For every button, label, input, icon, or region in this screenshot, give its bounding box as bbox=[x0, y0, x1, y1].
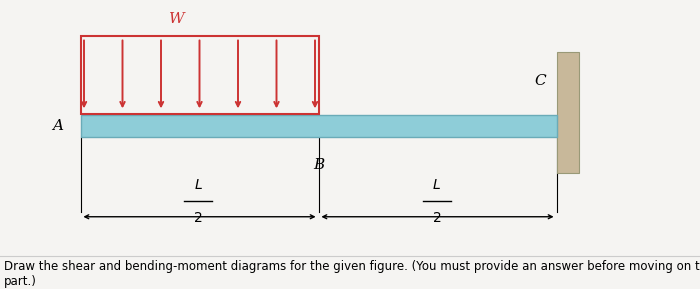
Text: A: A bbox=[52, 119, 64, 133]
Text: $L$: $L$ bbox=[433, 178, 441, 192]
Bar bbox=[556, 52, 579, 173]
Text: W: W bbox=[169, 12, 184, 26]
Text: $2$: $2$ bbox=[432, 211, 442, 225]
Text: $2$: $2$ bbox=[193, 211, 203, 225]
Text: Draw the shear and bending-moment diagrams for the given figure. (You must provi: Draw the shear and bending-moment diagra… bbox=[4, 260, 700, 288]
Text: $L$: $L$ bbox=[194, 178, 202, 192]
Bar bbox=[80, 115, 556, 137]
Text: B: B bbox=[313, 158, 324, 171]
Bar bbox=[80, 36, 318, 114]
Text: C: C bbox=[535, 74, 546, 88]
